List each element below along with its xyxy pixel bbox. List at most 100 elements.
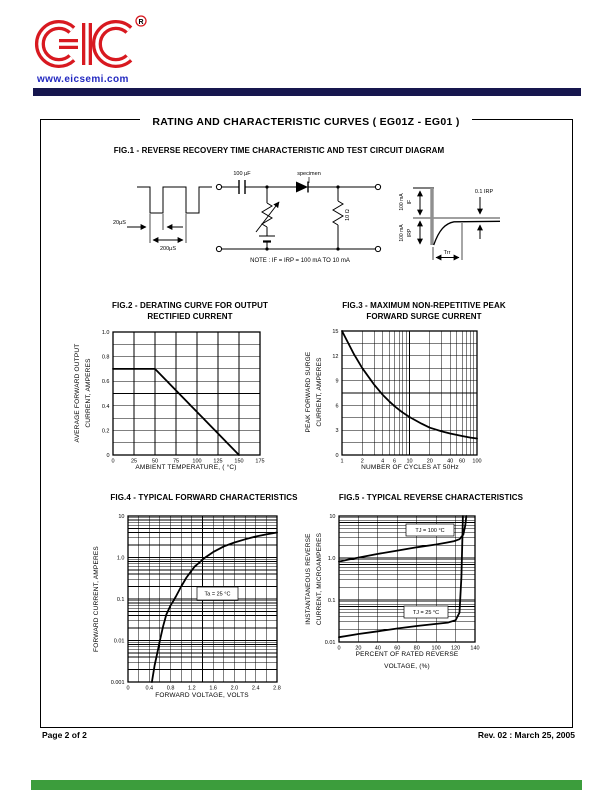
page-title-wrap: RATING AND CHARACTERISTIC CURVES ( EG01Z… <box>0 112 612 130</box>
svg-text:10: 10 <box>406 459 412 465</box>
svg-text:0: 0 <box>111 459 114 465</box>
svg-text:25: 25 <box>131 459 137 465</box>
svg-text:0: 0 <box>126 686 129 692</box>
svg-text:75: 75 <box>173 459 179 465</box>
svg-text:1.6: 1.6 <box>209 686 217 692</box>
fig2-derating-chart: 0 25 50 75 100 125 150 175 0 0.2 0.4 0.6 0.8 1.0 <box>102 330 265 465</box>
svg-text:IRP: IRP <box>407 228 413 237</box>
svg-text:100 mA: 100 mA <box>399 224 405 242</box>
svg-text:0.4: 0.4 <box>145 686 153 692</box>
svg-text:100: 100 <box>432 646 441 652</box>
trr-label: Trr <box>444 250 451 256</box>
fig5-reverse-chart: 0 20 40 60 80 100 120 140 10 1.0 0.1 0.01 TJ = 100 °… <box>325 514 480 652</box>
svg-text:1.2: 1.2 <box>188 686 196 692</box>
svg-text:150: 150 <box>234 459 243 465</box>
svg-text:100: 100 <box>472 459 481 465</box>
svg-text:40: 40 <box>447 459 453 465</box>
svg-text:12: 12 <box>332 354 338 360</box>
diode-icon <box>296 181 308 193</box>
fig5-xlabel-line1: PERCENT OF RATED REVERSE <box>355 651 459 658</box>
input-terminal-bottom <box>215 245 223 253</box>
svg-text:0: 0 <box>106 453 109 459</box>
capacitor-label: 100 µF <box>233 171 251 177</box>
svg-text:Ta = 25 °C: Ta = 25 °C <box>205 592 231 598</box>
svg-text:0.001: 0.001 <box>111 680 125 686</box>
fig2-xlabel: AMBIENT TEMPERATURE, ( °C) <box>135 464 237 471</box>
fig1-title: FIG.1 - REVERSE RECOVERY TIME CHARACTERI… <box>113 146 445 155</box>
svg-text:6: 6 <box>335 403 338 409</box>
svg-text:15: 15 <box>332 329 338 335</box>
svg-text:0.01: 0.01 <box>114 639 125 645</box>
svg-text:20: 20 <box>427 459 433 465</box>
svg-text:2.4: 2.4 <box>252 686 260 692</box>
input-terminal-top <box>215 183 223 191</box>
svg-text:50: 50 <box>152 459 158 465</box>
fig2-title-line1: FIG.2 - DERATING CURVE FOR OUTPUT <box>112 301 268 310</box>
svg-text:TJ = 25 °C: TJ = 25 °C <box>413 610 439 616</box>
svg-text:0: 0 <box>335 453 338 459</box>
fig1-diagram: 20µS 200µS <box>113 171 501 264</box>
svg-text:40: 40 <box>375 646 381 652</box>
svg-text:125: 125 <box>213 459 222 465</box>
svg-text:4: 4 <box>381 459 384 465</box>
header-divider-bar <box>33 88 581 96</box>
output-terminal-top <box>374 183 382 191</box>
svg-text:20: 20 <box>355 646 361 652</box>
svg-text:2.8: 2.8 <box>273 686 281 692</box>
svg-text:1.0: 1.0 <box>102 330 110 336</box>
svg-text:0.2: 0.2 <box>102 428 110 434</box>
svg-text:175: 175 <box>255 459 264 465</box>
fig3-xlabel: NUMBER OF CYCLES AT 50Hz <box>361 464 459 471</box>
fig4-title: FIG.4 - TYPICAL FORWARD CHARACTERISTICS <box>110 493 298 502</box>
svg-text:0.1: 0.1 <box>117 597 125 603</box>
eic-logo: R <box>35 15 147 68</box>
website-link[interactable]: www.eicsemi.com <box>37 74 129 85</box>
fig3-title-line1: FIG.3 - MAXIMUM NON-REPETITIVE PEAK <box>342 301 506 310</box>
svg-text:2.0: 2.0 <box>231 686 239 692</box>
svg-text:1.0: 1.0 <box>328 556 336 562</box>
svg-text:1.0: 1.0 <box>117 556 125 562</box>
load-resistor-label: 10 Ω <box>345 209 351 221</box>
fig3-title-line2: FORWARD SURGE CURRENT <box>366 312 482 321</box>
fig4-xlabel: FORWARD VOLTAGE, VOLTS <box>155 692 249 699</box>
page-number: Page 2 of 2 <box>42 730 87 740</box>
svg-text:0.1: 0.1 <box>328 598 336 604</box>
svg-text:10: 10 <box>329 514 335 520</box>
svg-text:60: 60 <box>394 646 400 652</box>
svg-text:10: 10 <box>118 514 124 520</box>
svg-text:6: 6 <box>393 459 396 465</box>
footer-accent-bar <box>31 780 582 790</box>
svg-text:9: 9 <box>335 379 338 385</box>
pulse-period-label: 200µS <box>160 246 176 252</box>
pulse-waveform <box>137 186 212 214</box>
fig4-forward-chart: 0 0.4 0.8 1.2 1.6 2.0 2.4 2.8 10 1.0 0.1 0.01 0.001 T… <box>111 514 281 692</box>
svg-text:0: 0 <box>337 646 340 652</box>
load-resistor-icon <box>332 200 344 226</box>
revision-date: Rev. 02 : March 25, 2005 <box>477 730 575 740</box>
svg-text:2: 2 <box>361 459 364 465</box>
output-terminal-bottom <box>374 245 382 253</box>
registered-trademark-icon: R <box>135 15 147 27</box>
pulse-width-label: 20µS <box>113 220 126 226</box>
page-title: RATING AND CHARACTERISTIC CURVES ( EG01Z… <box>140 116 472 128</box>
svg-text:120: 120 <box>451 646 460 652</box>
svg-text:80: 80 <box>414 646 420 652</box>
svg-text:0.6: 0.6 <box>102 379 110 385</box>
variable-resistor-icon <box>261 202 273 228</box>
svg-text:0.01: 0.01 <box>325 640 336 646</box>
test-condition-note: NOTE : IF = IRP = 100 mA TO 10 mA <box>250 258 350 264</box>
svg-text:60: 60 <box>459 459 465 465</box>
test-circuit: 10 Ω 100 µF specimen NOTE : IF = IRP = 1… <box>215 171 382 264</box>
recovery-level-label: 0.1 IRP <box>475 189 494 195</box>
svg-text:100: 100 <box>192 459 201 465</box>
svg-text:3: 3 <box>335 428 338 434</box>
svg-text:IF: IF <box>407 200 413 204</box>
svg-text:R: R <box>138 19 143 26</box>
specimen-label: specimen <box>297 171 321 177</box>
svg-text:TJ = 100 °C: TJ = 100 °C <box>415 528 444 534</box>
svg-text:0.8: 0.8 <box>102 355 110 361</box>
svg-text:100 mA: 100 mA <box>399 193 405 211</box>
